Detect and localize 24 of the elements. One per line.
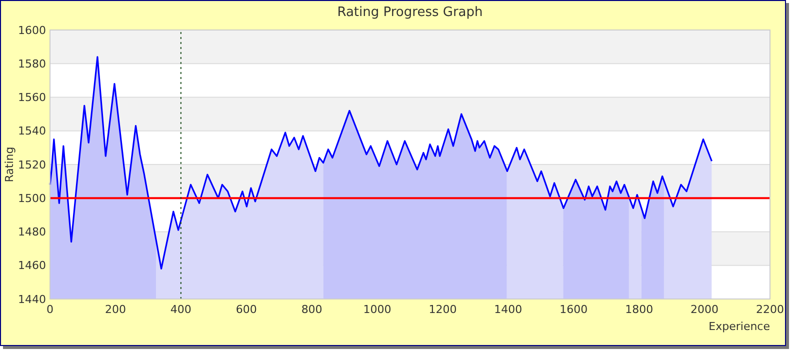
y-tick-label: 1520	[18, 158, 46, 172]
x-tick-label: 800	[301, 303, 322, 316]
x-axis-title: Experience	[708, 320, 770, 333]
x-tick-label: 1400	[494, 303, 522, 316]
y-tick-label: 1480	[18, 226, 46, 239]
y-tick-label: 1500	[18, 192, 46, 205]
y-tick-label: 1600	[18, 24, 46, 37]
y-tick-label: 1560	[18, 91, 46, 104]
x-tick-label: 400	[170, 303, 192, 316]
y-axis-title: Rating	[3, 146, 16, 182]
x-tick-label: 1600	[560, 303, 588, 316]
x-tick-label: 0	[46, 303, 54, 316]
x-tick-label: 600	[236, 303, 257, 316]
y-tick-label: 1540	[18, 124, 46, 138]
x-tick-label: 1000	[363, 303, 392, 316]
y-tick-label: 1580	[18, 57, 46, 70]
y-tick-label: 1440	[18, 292, 46, 306]
x-tick-label: 1800	[625, 303, 654, 316]
x-tick-label: 2000	[690, 303, 719, 316]
x-tick-label: 2200	[756, 303, 784, 316]
chart-title: Rating Progress Graph	[337, 5, 483, 20]
x-tick-label: 1200	[428, 303, 457, 316]
x-tick-label: 200	[104, 303, 126, 316]
y-tick-label: 1460	[18, 259, 46, 272]
